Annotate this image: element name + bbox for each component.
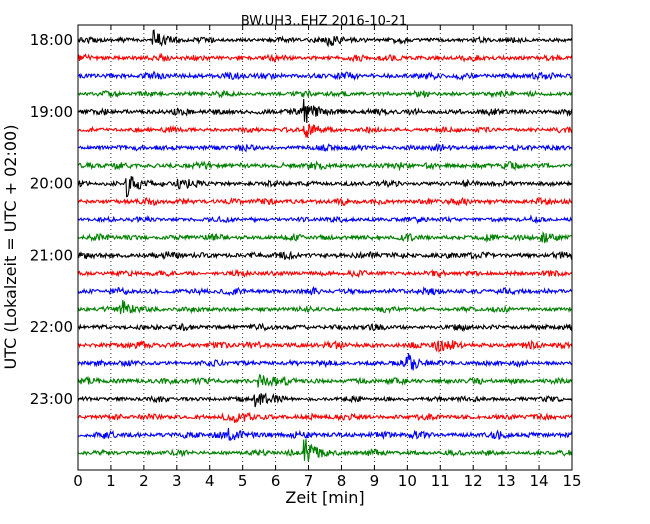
x-tick-label: 14 [530,472,549,490]
x-tick-label: 0 [73,472,83,490]
trace-row-2045 [77,231,573,244]
trace-row-1830 [77,70,573,82]
trace-row-2130 [77,285,573,297]
trace-row-1800 [77,29,573,48]
chart-title: BW.UH3..EHZ 2016-10-21 [241,14,407,29]
x-tick-label: 15 [562,472,581,490]
x-tick-label: 6 [271,472,281,490]
y-tick-label: 19:00 [30,103,73,121]
trace-row-1930 [77,143,573,153]
x-axis-label: Zeit [min] [285,488,364,507]
y-tick-label: 18:00 [30,31,73,49]
x-tick-label: 11 [431,472,450,490]
trace-row-2230 [77,353,573,371]
trace-row-2015 [77,196,573,207]
x-tick-label: 13 [497,472,516,490]
vertical-gridlines [110,25,540,470]
trace-row-2315 [77,411,573,424]
y-tick-label: 21:00 [30,246,73,264]
trace-row-2300 [77,392,573,408]
trace-row-1815 [77,52,573,64]
x-tick-label: 3 [172,472,182,490]
trace-row-2000 [77,176,573,198]
trace-row-2145 [77,299,573,315]
x-axis: 0 1 2 3 4 5 6 7 8 9 10 11 12 13 14 15 [73,25,582,490]
trace-row-2245 [77,374,573,388]
y-tick-label: 23:00 [30,390,73,408]
trace-row-1900 [77,99,573,124]
trace-row-2345 [77,438,573,462]
y-tick-label: 22:00 [30,318,73,336]
y-axis-label: UTC (Lokalzeit = UTC + 02:00) [1,125,20,370]
x-tick-label: 9 [370,472,380,490]
trace-row-1945 [77,160,573,172]
trace-row-2030 [77,214,573,225]
plot-frame [77,24,573,471]
x-tick-label: 7 [304,472,314,490]
seismic-traces [77,29,573,462]
trace-row-2115 [77,268,573,279]
x-tick-label: 5 [238,472,248,490]
trace-row-2330 [77,427,573,442]
trace-row-2100 [77,250,573,261]
x-tick-label: 1 [106,472,116,490]
y-tick-label: 20:00 [30,175,73,193]
x-tick-label: 4 [205,472,215,490]
x-tick-label: 12 [464,472,483,490]
y-axis: 18:00 19:00 20:00 21:00 22:00 23:00 [30,31,572,408]
trace-row-1845 [77,89,573,99]
trace-row-2200 [77,322,573,333]
trace-row-2215 [77,339,573,353]
x-tick-label: 8 [337,472,347,490]
x-tick-label: 10 [398,472,417,490]
x-tick-label: 2 [139,472,149,490]
trace-row-1915 [77,123,573,138]
